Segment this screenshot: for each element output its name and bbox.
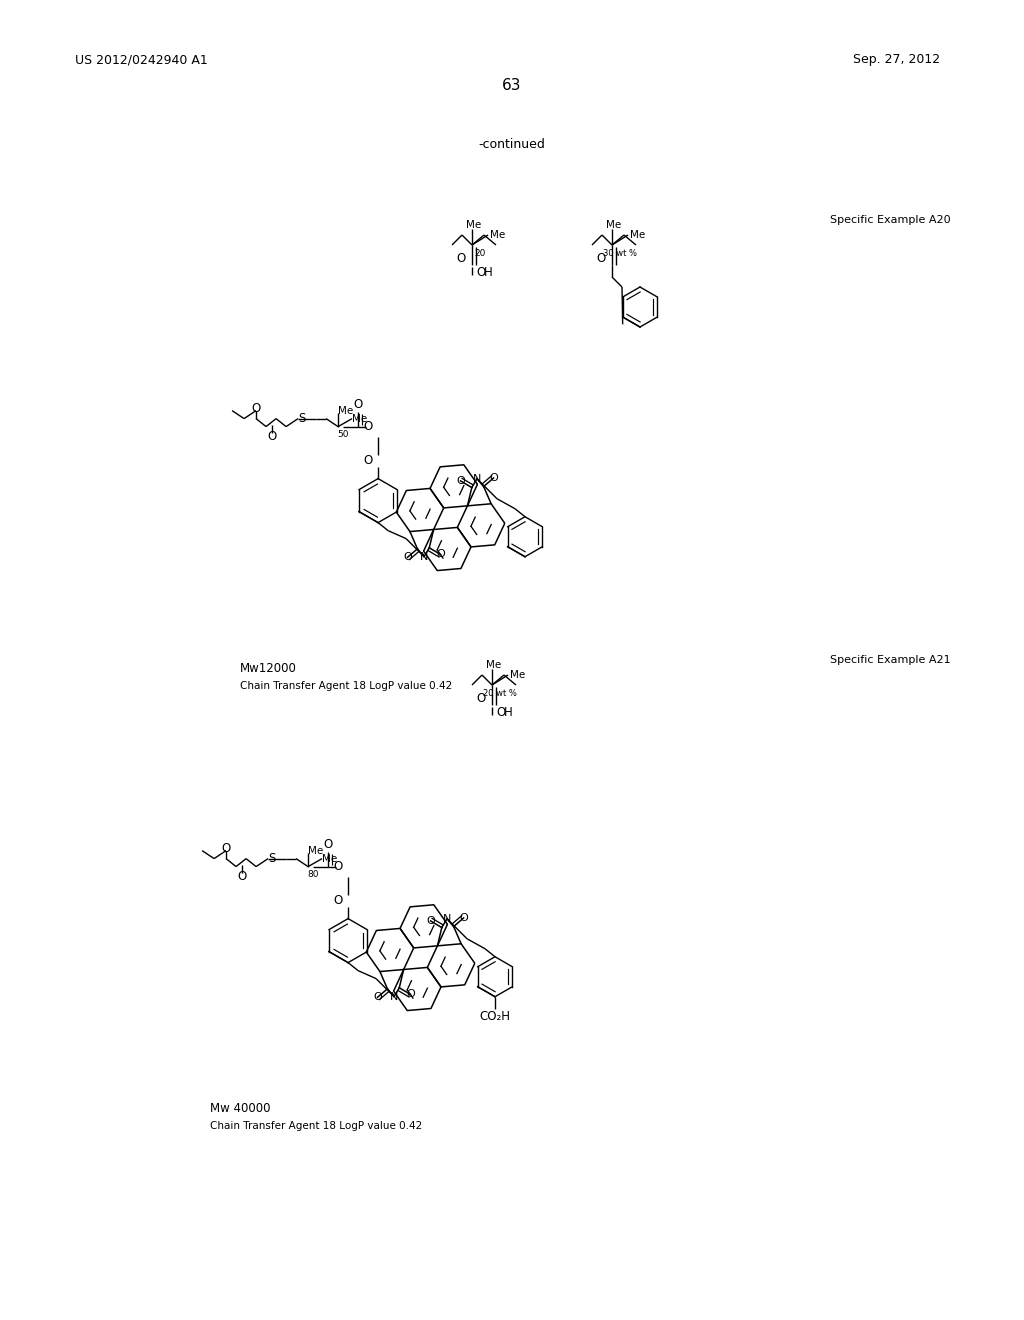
Text: O: O: [252, 403, 261, 414]
Text: O: O: [238, 870, 247, 883]
Text: Specific Example A20: Specific Example A20: [830, 215, 950, 224]
Text: Me: Me: [338, 405, 353, 416]
Text: Me: Me: [352, 413, 368, 424]
Text: Me: Me: [490, 230, 505, 240]
Text: N: N: [442, 913, 452, 924]
Text: Mw 40000: Mw 40000: [210, 1101, 270, 1114]
Text: O: O: [267, 430, 276, 444]
Text: Me: Me: [510, 671, 525, 680]
Text: O: O: [364, 420, 373, 433]
Text: Chain Transfer Agent 18 LogP value 0.42: Chain Transfer Agent 18 LogP value 0.42: [210, 1121, 422, 1131]
Text: Me: Me: [630, 230, 645, 240]
Text: Chain Transfer Agent 18 LogP value 0.42: Chain Transfer Agent 18 LogP value 0.42: [240, 681, 453, 690]
Text: CO₂H: CO₂H: [479, 1010, 511, 1023]
Text: N: N: [420, 552, 428, 561]
Text: O: O: [334, 894, 343, 907]
Text: O: O: [403, 552, 412, 562]
Text: O: O: [477, 693, 486, 705]
Text: O: O: [457, 252, 466, 265]
Text: 30 wt %: 30 wt %: [603, 248, 637, 257]
Text: 80: 80: [307, 870, 318, 879]
Text: N: N: [390, 991, 398, 1002]
Text: O: O: [476, 267, 485, 280]
Text: 63: 63: [502, 78, 522, 92]
Text: -continued: -continued: [478, 139, 546, 152]
Text: Mw12000: Mw12000: [240, 661, 297, 675]
Text: 50: 50: [337, 430, 349, 440]
Text: O: O: [597, 252, 606, 265]
Text: Me: Me: [466, 220, 481, 230]
Text: O: O: [364, 454, 373, 467]
Text: O: O: [373, 993, 382, 1002]
Text: O: O: [221, 842, 230, 855]
Text: O: O: [353, 399, 362, 411]
Text: H: H: [484, 267, 493, 280]
Text: O: O: [407, 990, 415, 999]
Text: 20: 20: [474, 248, 485, 257]
Text: O: O: [459, 913, 468, 923]
Text: Me: Me: [486, 660, 502, 671]
Text: O: O: [456, 477, 465, 486]
Text: O: O: [489, 473, 498, 483]
Text: US 2012/0242940 A1: US 2012/0242940 A1: [75, 54, 208, 66]
Text: Me: Me: [323, 854, 337, 863]
Text: O: O: [426, 916, 435, 925]
Text: O: O: [324, 838, 333, 851]
Text: O: O: [334, 861, 343, 873]
Text: Specific Example A21: Specific Example A21: [830, 655, 950, 665]
Text: N: N: [473, 474, 481, 483]
Text: O: O: [496, 706, 505, 719]
Text: 20 wt %: 20 wt %: [483, 689, 517, 697]
Text: Sep. 27, 2012: Sep. 27, 2012: [853, 54, 940, 66]
Text: O: O: [436, 549, 445, 560]
Text: H: H: [504, 706, 513, 719]
Text: S: S: [298, 412, 306, 425]
Text: Me: Me: [308, 846, 324, 855]
Text: Me: Me: [606, 220, 622, 230]
Text: S: S: [268, 853, 275, 865]
